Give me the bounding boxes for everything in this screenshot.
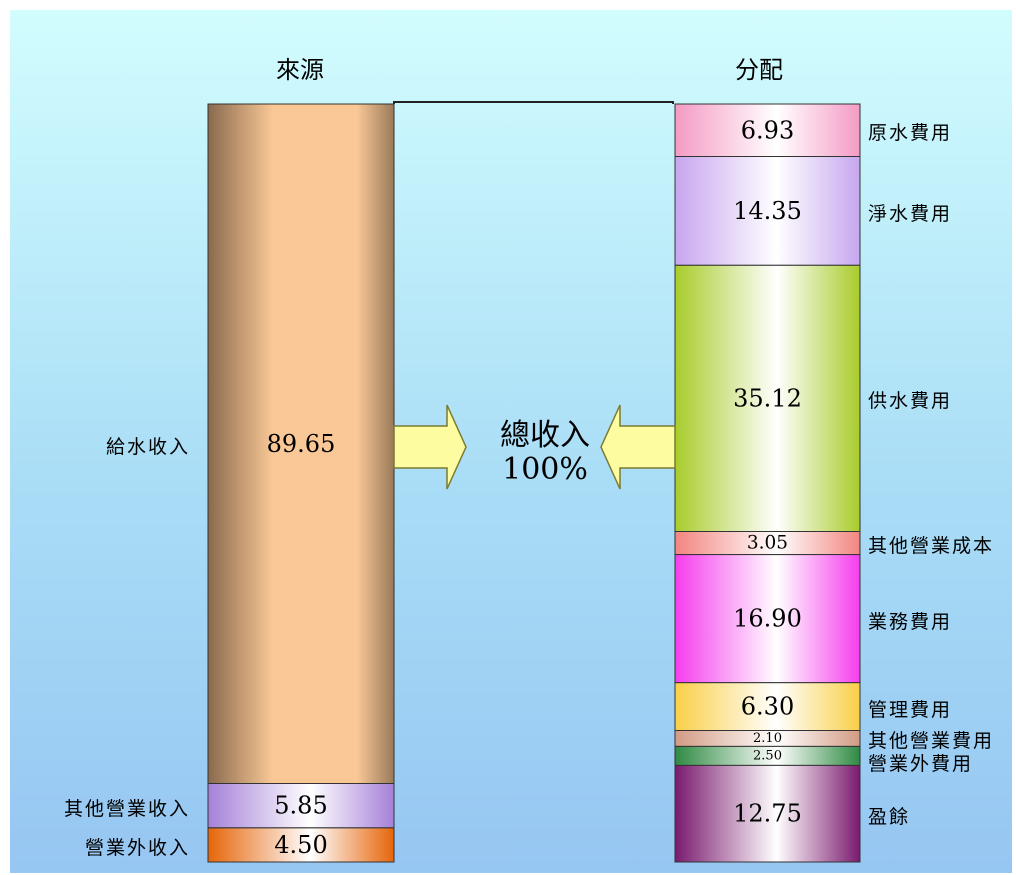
use-value-6: 2.10 [753, 731, 782, 746]
use-value-1: 14.35 [733, 197, 802, 225]
use-label-6: 其他營業費用 [868, 730, 995, 753]
use-value-0: 6.93 [741, 116, 794, 144]
use-label-1: 淨水費用 [868, 202, 953, 225]
source-value-1: 5.85 [274, 792, 327, 820]
use-label-2: 供水費用 [868, 390, 953, 413]
use-label-4: 業務費用 [868, 610, 953, 633]
connector-line [393, 101, 674, 104]
use-bar-4 [674, 554, 861, 684]
use-value-5: 6.30 [741, 693, 794, 721]
right-arrow-icon [600, 404, 676, 490]
source-label-0: 給水收入 [105, 435, 190, 458]
source-label-1: 其他營業收入 [63, 797, 190, 820]
use-bar-8 [674, 764, 861, 863]
source-bar-2 [207, 827, 395, 863]
source-label-2: 營業外收入 [84, 836, 190, 859]
source-bar-0 [207, 103, 395, 784]
total-label: 總收入 [500, 418, 590, 453]
source-bar-1 [207, 783, 395, 829]
use-label-3: 其他營業成本 [868, 535, 995, 558]
use-value-2: 35.12 [733, 384, 802, 412]
total-value: 100% [502, 452, 588, 487]
use-value-8: 12.75 [733, 800, 802, 828]
use-value-3: 3.05 [747, 533, 788, 554]
source-value-0: 89.65 [267, 430, 336, 458]
uses-title: 分配 [735, 56, 783, 84]
use-label-0: 原水費用 [868, 122, 953, 145]
use-value-7: 2.50 [753, 748, 782, 763]
use-label-5: 管理費用 [868, 698, 953, 721]
use-bar-1 [674, 156, 861, 266]
use-label-7: 營業外費用 [868, 753, 974, 776]
sources-title: 來源 [276, 56, 324, 84]
use-label-8: 盈餘 [868, 805, 911, 828]
use-value-4: 16.90 [733, 605, 802, 633]
source-value-2: 4.50 [274, 831, 327, 859]
left-arrow-icon [393, 404, 467, 490]
